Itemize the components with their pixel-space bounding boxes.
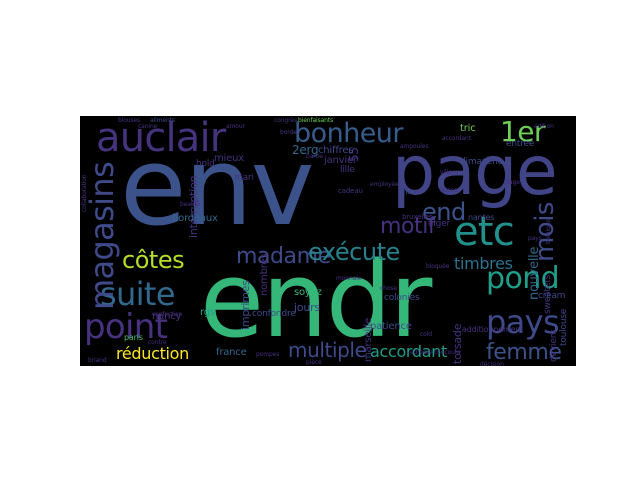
word-etc: etc [454,209,515,255]
word-page: page [392,132,558,211]
word-cotes: côtes [122,246,185,274]
word-edition: édition [534,123,554,130]
word-bordes: bordes [280,129,300,136]
word-sage: sage [506,179,520,186]
word-bienfaisants: bienfaisants [298,117,334,124]
word-2erg: 2erg [292,143,319,157]
word-execute: exécute [308,238,400,266]
word-femme: femme [486,340,562,365]
word-cream: cream [538,291,566,301]
word-suite: suite [100,275,176,313]
word-additionnement: additionnement [462,325,524,334]
word-pompes: pompes [256,351,280,358]
word-endr: endr [200,239,432,361]
word-pays: pays [486,303,560,341]
word-entree: entrée [506,139,535,149]
word-chiffres: chiffres [318,145,354,156]
word-patience: patience [370,321,412,332]
word-bucco: bucco [440,187,458,194]
word-alger: alger [428,219,451,229]
word-nancy: nancy [152,311,182,322]
word-ville: ville [440,169,452,176]
word-motif: motif [380,214,436,239]
word-employee: employée [370,181,399,188]
word-cadeau: cadeau [338,187,363,195]
word-contre: contre [148,339,167,346]
word-canine: canine [138,123,158,130]
word-cold: cold [420,331,432,338]
word-reduction: réduction [116,344,189,363]
word-env: env [120,125,315,250]
word-bruxelles: bruxelles [402,213,433,221]
word-lille: lille [340,165,355,175]
word-madame: madame [236,244,331,269]
word-end: end [422,198,466,226]
word-point: point [84,307,168,347]
word-mari: mari [234,173,254,183]
word-mieux: mieux [214,153,244,164]
word-belgique: belgique [545,219,552,244]
word-bordeaux: bordeaux [172,213,218,224]
word-colonies: colonies [384,293,420,303]
word-decision: décision [480,361,504,367]
word-aliments: aliments [150,117,175,124]
word-devient: devient [549,329,559,362]
word-paris: paris [124,333,143,342]
word-collaboration: collaboration [81,174,88,212]
word-beaute: beauté [180,201,201,208]
word-monnaie: monnaie [336,275,362,282]
word-accordant: accordant [370,342,447,361]
word-barbe: barbe [306,153,323,160]
word-chose: chose [380,285,397,292]
word-timbres: timbres [454,254,513,273]
word-multiple: multiple [288,338,367,362]
word-piece: pièce [306,359,322,366]
word-rgs: rgs [200,307,215,318]
word-france: france [216,347,247,358]
word-amour: amour [226,123,245,130]
word-briand: briand [88,357,107,364]
word-bloquee: bloquée [426,263,450,270]
word-bonheur: bonheur [294,118,403,149]
word-tric: tric [460,123,476,134]
word-ampoules: ampoules [400,143,429,150]
word-1er: 1er [500,116,545,148]
word-jours: jours [294,301,320,314]
word-janvier: janvier [324,155,357,166]
word-pond: pond [486,261,560,296]
word-dimanche: dimanche [460,157,503,167]
word-nombres: nombres [259,253,270,296]
word-congres: congrès [274,117,297,124]
word-pays-small: pays [528,235,542,242]
word-soyez: soyez [294,287,322,298]
word-confondre: confondre [252,309,296,319]
word-adresse: adresse [410,349,433,356]
word-imprimes: imprimes [239,280,252,330]
word-cloud: env endr page auclair bonheur etc point … [80,116,576,366]
word-toulouse: toulouse [559,308,569,346]
word-nantes: nantes [468,213,495,222]
word-concours: concours [434,349,461,356]
word-accordant-small: accordant [442,135,471,142]
word-magasins: magasins [83,161,121,310]
word-mia: mia [400,187,415,196]
word-auclair: auclair [96,116,226,161]
word-confection: confection [152,311,183,318]
word-blouses: blouses [118,117,141,124]
word-hold: hold [196,159,215,169]
